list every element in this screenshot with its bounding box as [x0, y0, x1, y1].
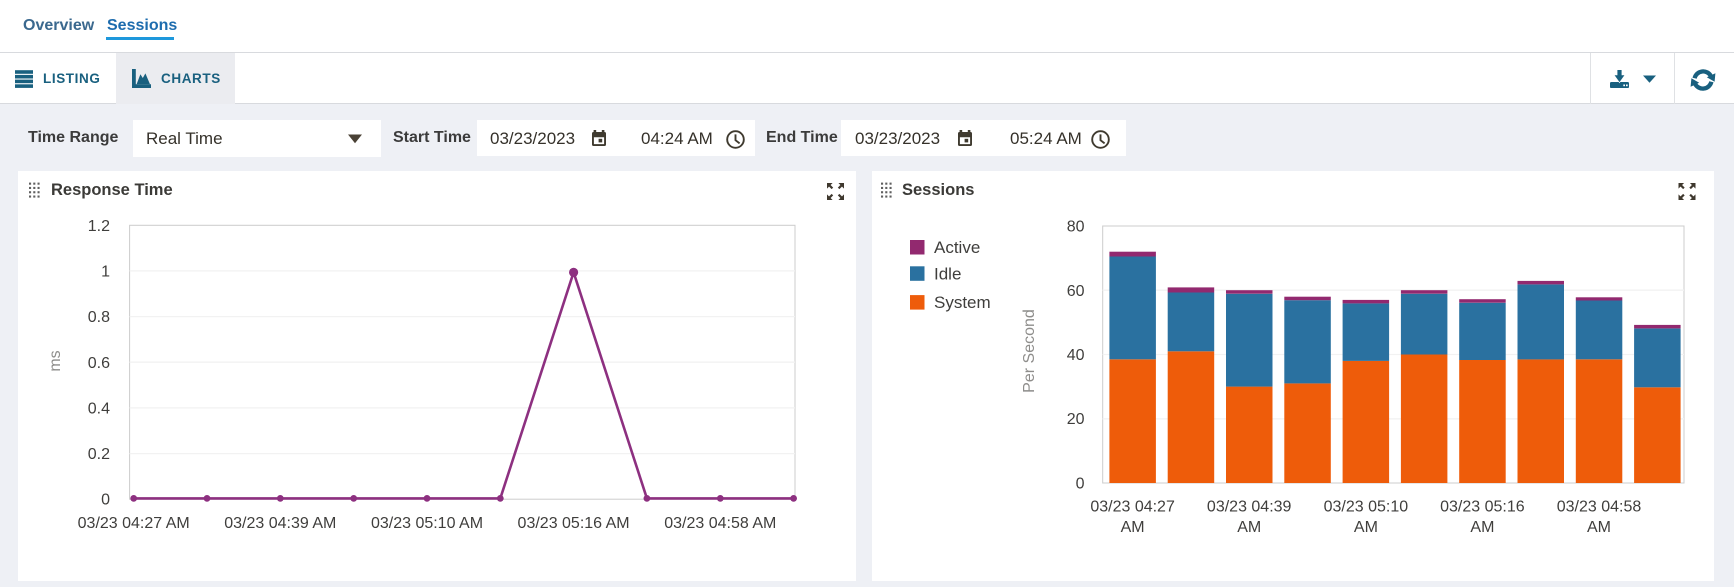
svg-text:0.8: 0.8: [88, 309, 110, 326]
svg-text:03/23 04:39: 03/23 04:39: [1207, 499, 1292, 516]
svg-text:0.4: 0.4: [88, 400, 110, 417]
svg-text:0.6: 0.6: [88, 355, 110, 372]
svg-text:Response Time: Response Time: [51, 181, 173, 199]
svg-text:System: System: [934, 293, 991, 312]
svg-text:AM: AM: [1470, 519, 1494, 536]
svg-text:03/23 04:58: 03/23 04:58: [1557, 499, 1642, 516]
svg-text:03/23 05:16: 03/23 05:16: [1440, 499, 1525, 516]
svg-text:03/23 05:10 AM: 03/23 05:10 AM: [371, 515, 483, 532]
svg-text:03/23 04:58 AM: 03/23 04:58 AM: [664, 515, 776, 532]
svg-text:03/23 04:27: 03/23 04:27: [1090, 499, 1175, 516]
svg-text:03/23 05:16 AM: 03/23 05:16 AM: [518, 515, 630, 532]
svg-text:Active: Active: [934, 238, 980, 257]
svg-text:Sessions: Sessions: [902, 181, 974, 199]
svg-text:0.2: 0.2: [88, 446, 110, 463]
svg-text:Per Second: Per Second: [1021, 309, 1038, 393]
svg-text:03/23 04:39 AM: 03/23 04:39 AM: [224, 515, 336, 532]
svg-text:0: 0: [101, 492, 110, 509]
svg-text:AM: AM: [1354, 519, 1378, 536]
svg-text:80: 80: [1067, 219, 1085, 236]
svg-text:03/23 04:27 AM: 03/23 04:27 AM: [78, 515, 190, 532]
svg-text:0: 0: [1076, 476, 1085, 493]
svg-text:AM: AM: [1237, 519, 1261, 536]
svg-text:1: 1: [101, 263, 110, 280]
svg-text:ms: ms: [47, 350, 64, 371]
svg-text:20: 20: [1067, 411, 1085, 428]
svg-text:AM: AM: [1587, 519, 1611, 536]
svg-text:40: 40: [1067, 347, 1085, 364]
svg-text:1.2: 1.2: [88, 218, 110, 235]
svg-text:03/23 05:10: 03/23 05:10: [1324, 499, 1409, 516]
svg-text:Idle: Idle: [934, 264, 961, 283]
svg-text:AM: AM: [1121, 519, 1145, 536]
svg-text:60: 60: [1067, 283, 1085, 300]
